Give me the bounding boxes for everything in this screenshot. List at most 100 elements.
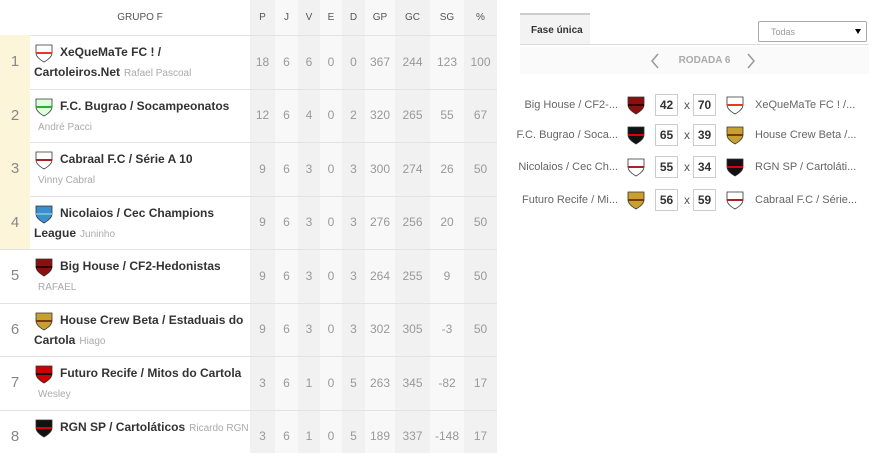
team-crest bbox=[626, 190, 646, 210]
stat-value: 320 bbox=[365, 89, 395, 143]
prev-round[interactable] bbox=[650, 53, 660, 69]
owner-name: Juninho bbox=[80, 226, 115, 244]
team-crest bbox=[34, 97, 54, 117]
stat-value: 0 bbox=[320, 35, 342, 89]
home-team: Futuro Recife / Mi... bbox=[522, 193, 618, 207]
team-cell: Cabraal F.C / Série A 10Vinny Cabral bbox=[34, 150, 249, 190]
stat-value: 55 bbox=[430, 89, 464, 143]
column-header: % bbox=[464, 0, 497, 35]
stat-value: 305 bbox=[395, 303, 430, 357]
owner-name: Ricardo RGN bbox=[189, 420, 248, 438]
stat-value: 0 bbox=[320, 142, 342, 196]
stat-value: 3 bbox=[298, 196, 320, 250]
home-score: 56 bbox=[655, 189, 678, 211]
owner-name: Hiago bbox=[79, 333, 105, 351]
stat-value: 17 bbox=[464, 410, 497, 463]
stat-value: 18 bbox=[250, 35, 275, 89]
stat-value: 6 bbox=[275, 303, 298, 357]
team-crest bbox=[626, 95, 646, 115]
position: 2 bbox=[0, 89, 30, 143]
stat-value: 9 bbox=[250, 196, 275, 250]
position: 3 bbox=[0, 142, 30, 196]
home-crest bbox=[626, 95, 652, 115]
stat-value: 20 bbox=[430, 196, 464, 250]
stat-value: 9 bbox=[430, 249, 464, 303]
owner-name: Wesley bbox=[38, 386, 71, 404]
team-crest bbox=[34, 150, 54, 170]
filter-select[interactable]: Todas bbox=[758, 21, 867, 42]
stat-value: 6 bbox=[275, 142, 298, 196]
stat-value: 5 bbox=[342, 356, 365, 410]
stat-value: 9 bbox=[250, 142, 275, 196]
team-name: Futuro Recife / Mitos do Cartola bbox=[60, 366, 241, 380]
position: 6 bbox=[0, 303, 30, 357]
versus: x bbox=[682, 160, 692, 174]
team-cell: F.C. Bugrao / SocampeonatosAndré Pacci bbox=[34, 97, 249, 137]
position: 1 bbox=[0, 35, 30, 89]
stat-value: 3 bbox=[342, 303, 365, 357]
stat-value: 345 bbox=[395, 356, 430, 410]
owner-name: André Pacci bbox=[38, 119, 92, 137]
stat-value: 0 bbox=[320, 303, 342, 357]
team-crest bbox=[34, 364, 54, 384]
stat-value: 265 bbox=[395, 89, 430, 143]
round-label: RODADA 6 bbox=[660, 47, 749, 74]
home-score: 65 bbox=[655, 124, 678, 146]
position: 8 bbox=[0, 410, 30, 463]
column-header: P bbox=[250, 0, 275, 35]
stat-value: 0 bbox=[342, 35, 365, 89]
home-team: Big House / CF2-... bbox=[524, 98, 618, 112]
team-cell: Futuro Recife / Mitos do Cartola Wesley bbox=[34, 364, 249, 404]
stat-value: 50 bbox=[464, 196, 497, 250]
stat-value: 300 bbox=[365, 142, 395, 196]
team-crest bbox=[626, 125, 646, 145]
team-crest bbox=[34, 43, 54, 63]
stat-value: 274 bbox=[395, 142, 430, 196]
versus: x bbox=[682, 98, 692, 112]
team-crest bbox=[725, 125, 745, 145]
team-crest bbox=[34, 257, 54, 277]
stat-value: 6 bbox=[275, 89, 298, 143]
stat-value: 6 bbox=[275, 410, 298, 463]
table-title: GRUPO F bbox=[30, 0, 250, 35]
home-crest bbox=[626, 157, 652, 177]
team-crest bbox=[725, 95, 745, 115]
next-round[interactable] bbox=[746, 53, 756, 69]
position: 5 bbox=[0, 249, 30, 303]
team-crest bbox=[34, 311, 54, 331]
stat-value: 0 bbox=[320, 196, 342, 250]
versus: x bbox=[682, 128, 692, 142]
stat-value: 276 bbox=[365, 196, 395, 250]
owner-name: Vinny Cabral bbox=[38, 172, 95, 190]
team-crest bbox=[626, 157, 646, 177]
stat-value: 263 bbox=[365, 356, 395, 410]
stat-value: 256 bbox=[395, 196, 430, 250]
stat-value: 5 bbox=[342, 410, 365, 463]
stat-value: 6 bbox=[275, 35, 298, 89]
stat-value: 50 bbox=[464, 249, 497, 303]
team-crest bbox=[725, 190, 745, 210]
filter-text: Todas bbox=[771, 27, 795, 37]
away-score: 39 bbox=[693, 124, 716, 146]
away-crest bbox=[725, 125, 751, 145]
stat-value: 67 bbox=[464, 89, 497, 143]
team-crest bbox=[725, 157, 745, 177]
stat-value: 6 bbox=[275, 196, 298, 250]
away-team: Cabraal F.C / Série... bbox=[755, 193, 857, 207]
stat-value: 255 bbox=[395, 249, 430, 303]
team-name: Nicolaios / Cec Champions League bbox=[34, 206, 214, 240]
home-team: F.C. Bugrao / Soca... bbox=[517, 128, 619, 142]
team-crest bbox=[34, 418, 54, 438]
owner-name: Rafael Pascoal bbox=[124, 65, 191, 83]
phase-tab[interactable]: Fase única bbox=[520, 13, 590, 44]
stat-value: 3 bbox=[298, 303, 320, 357]
stat-value: 9 bbox=[250, 303, 275, 357]
stat-value: 123 bbox=[430, 35, 464, 89]
away-team: RGN SP / Cartoláti... bbox=[755, 160, 856, 174]
away-team: XeQueMaTe FC ! /... bbox=[755, 98, 855, 112]
stat-value: 0 bbox=[320, 249, 342, 303]
